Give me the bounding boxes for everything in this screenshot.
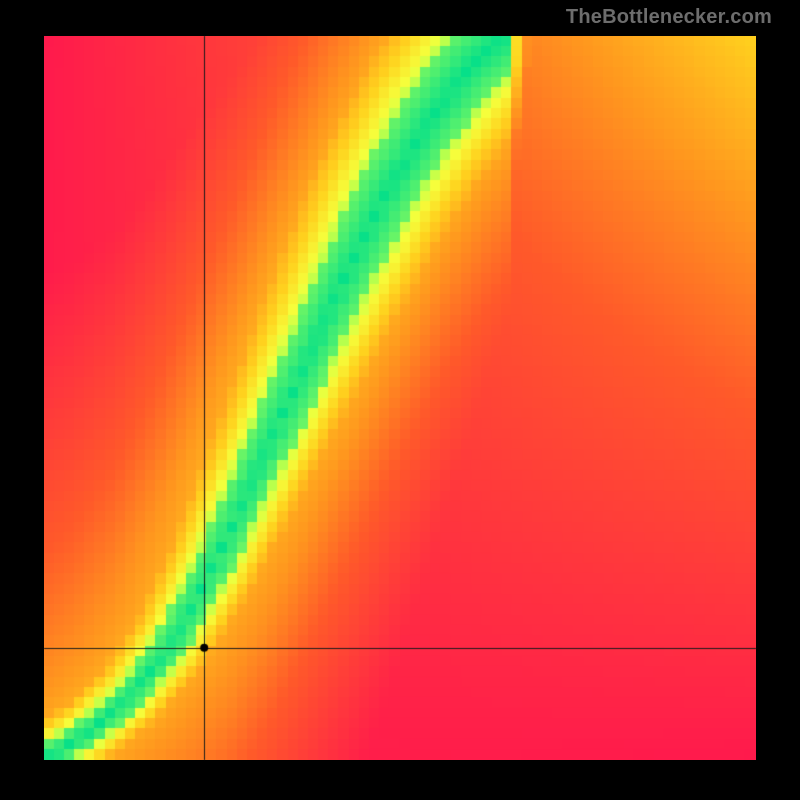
chart-container: TheBottlenecker.com [0, 0, 800, 800]
crosshair-overlay [0, 0, 800, 800]
